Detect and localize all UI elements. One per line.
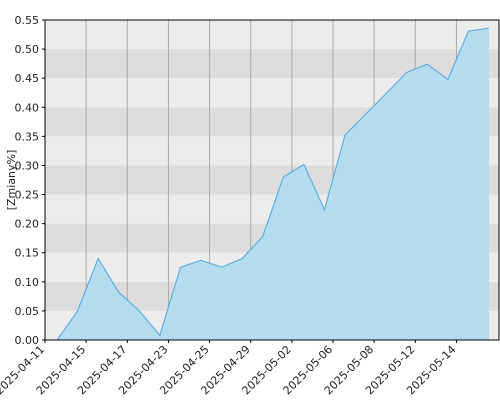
y-tick-label: 0.10	[15, 276, 40, 289]
area-line	[56, 27, 490, 341]
y-tick-label: 0.15	[15, 247, 40, 260]
background-band	[45, 20, 499, 50]
y-tick-label: 0.55	[15, 14, 40, 27]
y-tick-label: 0.25	[15, 189, 40, 202]
y-tick-label: 0.30	[15, 159, 40, 172]
y-tick-label: 0.05	[15, 305, 40, 318]
y-tick-label: 0.45	[15, 72, 40, 85]
y-tick-label: 0.35	[15, 130, 40, 143]
plot-frame	[44, 19, 500, 341]
y-tick-label: 0.20	[15, 218, 40, 231]
y-axis-label: [Zmiany%]	[5, 150, 18, 211]
y-tick-label: 0.40	[15, 101, 40, 114]
area-fill	[57, 28, 489, 341]
y-tick-label: 0.50	[15, 43, 40, 56]
y-tick-label: 0.00	[15, 334, 40, 347]
